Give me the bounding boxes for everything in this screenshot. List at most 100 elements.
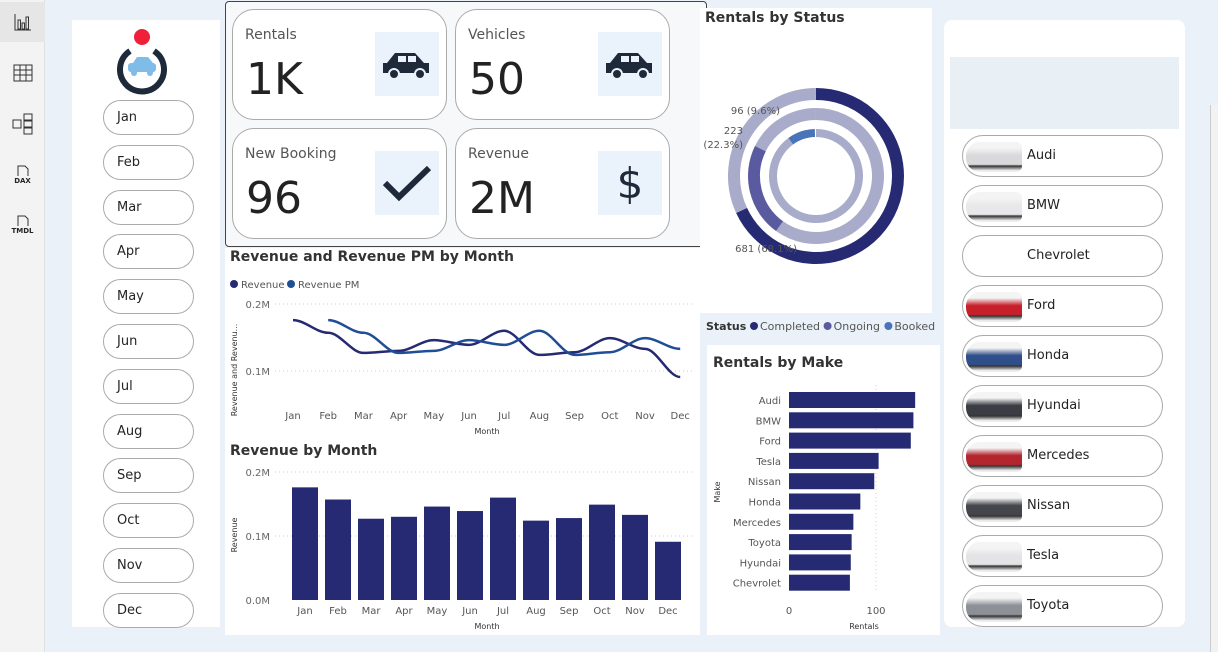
kpi-value: 1K (246, 54, 303, 105)
legend-ongoing: Ongoing (834, 320, 880, 333)
make-slicer-tesla[interactable]: Tesla (962, 535, 1163, 577)
bar-nov (622, 514, 648, 600)
model-view-icon[interactable] (0, 104, 45, 144)
checkmark-icon (375, 151, 439, 215)
make-slicer-audi[interactable]: Audi (962, 135, 1163, 177)
x-tick-label: Oct (601, 411, 618, 422)
y-tick-label: Chevrolet (733, 579, 781, 590)
make-label: Honda (1027, 348, 1070, 363)
month-slicer-jun[interactable]: Jun (103, 324, 194, 359)
kpi-value: 50 (469, 54, 525, 105)
make-slicer-honda[interactable]: Honda (962, 335, 1163, 377)
kpi-card-new-booking: New Booking 96 (232, 128, 447, 239)
month-slicer-feb[interactable]: Feb (103, 144, 194, 180)
month-slicer-aug[interactable]: Aug (103, 413, 194, 449)
x-tick-label: Sep (560, 606, 579, 617)
x-tick-label: Sep (565, 411, 584, 422)
make-slicer-toyota[interactable]: Toyota (962, 585, 1163, 627)
month-slicer-sep[interactable]: Sep (103, 458, 194, 494)
bar-audi (789, 392, 916, 408)
month-slicer-jan[interactable]: Jan (103, 100, 194, 135)
ring-ongoing-rest2 (755, 108, 817, 152)
month-label: Aug (117, 423, 143, 439)
scrollbar[interactable] (1210, 105, 1218, 652)
x-tick-label: Jul (497, 411, 510, 422)
x-tick-label: Aug (526, 606, 546, 617)
month-label: Dec (117, 602, 143, 618)
make-chart-title: Rentals by Make (713, 355, 844, 371)
kpi-label: Rentals (245, 27, 297, 43)
legend-title: Status (706, 320, 747, 333)
make-slicer-nissan[interactable]: Nissan (962, 485, 1163, 527)
month-slicer-mar[interactable]: Mar (103, 189, 194, 225)
car-image (966, 342, 1022, 372)
car-image (966, 392, 1022, 422)
month-slicer-dec[interactable]: Dec (103, 592, 194, 628)
month-slicer-apr[interactable]: Apr (103, 234, 194, 270)
y-tick-label: 0.1M (245, 532, 270, 543)
x-tick-label: 0 (786, 606, 792, 617)
label-completed: 681 (68.1%) (735, 244, 797, 255)
x-tick-label: Mar (354, 411, 374, 422)
y-tick-label: Ford (759, 437, 781, 448)
kpi-label: Vehicles (468, 27, 526, 43)
x-tick-label: 100 (866, 606, 885, 617)
kpi-card-revenue: Revenue 2M $ (455, 128, 670, 239)
x-tick-label: Jun (460, 411, 477, 422)
x-tick-label: Dec (658, 606, 677, 617)
y-tick-label: 0.2M (245, 468, 270, 479)
x-tick-label: Mar (362, 606, 382, 617)
x-tick-label: Nov (625, 606, 645, 617)
header-placeholder (950, 57, 1179, 129)
bar-chevrolet (789, 574, 850, 591)
make-slicer-ford[interactable]: Ford (962, 285, 1163, 327)
car-image (966, 442, 1022, 472)
bar-mar (358, 518, 384, 600)
bar-ford (789, 432, 911, 449)
make-label: Hyundai (1027, 398, 1081, 413)
make-label: Chevrolet (1027, 248, 1090, 263)
line-chart-title: Revenue and Revenue PM by Month (230, 249, 514, 265)
bar-hyundai (789, 554, 851, 571)
month-slicer-nov[interactable]: Nov (103, 548, 194, 583)
kpi-label: New Booking (245, 146, 337, 162)
car-image (966, 142, 1022, 172)
make-label: Toyota (1027, 598, 1070, 613)
dax-query-icon[interactable]: DAX (0, 155, 45, 195)
report-view-icon[interactable] (0, 2, 45, 42)
month-label: Jun (117, 334, 138, 349)
x-tick-label: May (423, 411, 444, 422)
label-ongoing-pct: (22.3%) (703, 140, 743, 151)
month-slicer-oct[interactable]: Oct (103, 503, 194, 539)
make-bar-chart: Audi BMW Ford Tesla Nissan Honda Mercedes Toyot… (713, 385, 916, 631)
x-axis-label: Rentals (849, 622, 879, 631)
month-slicer-may[interactable]: May (103, 279, 194, 315)
series-line-revenue (292, 318, 681, 379)
month-label: Jul (117, 378, 133, 394)
table-view-icon[interactable] (0, 53, 45, 93)
make-slicer-bmw[interactable]: BMW (962, 185, 1163, 227)
make-slicer-mercedes[interactable]: Mercedes (962, 435, 1163, 477)
car-image (966, 192, 1022, 222)
dax-label: DAX (14, 177, 31, 185)
legend-revenue-pm-marker (287, 280, 295, 288)
month-label: Oct (117, 513, 140, 529)
status-chart-title: Rentals by Status (705, 10, 845, 26)
bar-oct (589, 504, 615, 600)
tmdl-view-icon[interactable]: TMDL (0, 205, 45, 245)
bar-dec (655, 541, 681, 600)
x-tick-label: Aug (530, 411, 550, 422)
make-slicer-hyundai[interactable]: Hyundai (962, 385, 1163, 427)
month-slicer-jul[interactable]: Jul (103, 368, 194, 404)
kpi-label: Revenue (468, 146, 529, 162)
bar-bmw (789, 412, 914, 429)
car-image (966, 492, 1022, 522)
legend-revenue-marker (230, 280, 238, 288)
x-tick-label: May (427, 606, 448, 617)
make-slicer-chevrolet[interactable]: Chevrolet (962, 235, 1163, 277)
y-tick-label: Nissan (748, 477, 781, 488)
make-label: Ford (1027, 298, 1056, 313)
x-tick-label: Feb (319, 411, 337, 422)
month-label: Jan (117, 110, 138, 125)
legend-revenue-pm: Revenue PM (298, 280, 359, 291)
